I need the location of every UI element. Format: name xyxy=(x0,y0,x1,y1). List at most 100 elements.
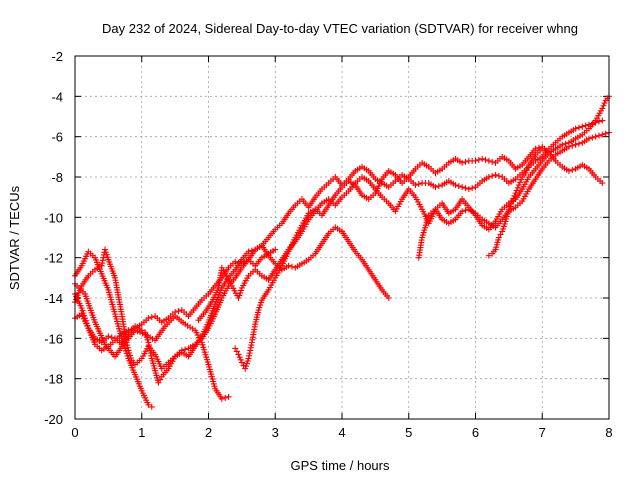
y-axis-label: SDTVAR / TECUs xyxy=(7,185,22,290)
data-point xyxy=(218,264,225,271)
data-point xyxy=(518,176,525,183)
data-point xyxy=(495,172,502,179)
y-tick-label: -20 xyxy=(44,412,63,427)
data-point xyxy=(222,394,229,401)
y-tick-label: -8 xyxy=(51,170,63,185)
data-point xyxy=(575,140,582,147)
data-point xyxy=(462,158,469,165)
data-point xyxy=(559,141,566,148)
data-point xyxy=(148,314,155,321)
data-point xyxy=(146,344,153,351)
data-point xyxy=(232,345,239,352)
data-point xyxy=(465,186,472,193)
data-point xyxy=(585,135,592,142)
data-point xyxy=(145,339,152,346)
y-tick-labels: -20 -18 -16 -14 -12 -10 -8 -6 -4 -2 xyxy=(44,49,63,427)
data-point xyxy=(232,258,239,265)
data-point xyxy=(247,347,254,354)
data-point xyxy=(98,262,105,269)
data-point xyxy=(246,350,253,357)
data-point xyxy=(511,192,518,199)
data-point xyxy=(238,359,245,366)
data-point xyxy=(562,140,569,147)
data-point xyxy=(245,248,252,255)
y-tick-label: -10 xyxy=(44,210,63,225)
data-point xyxy=(459,184,466,191)
data-point xyxy=(247,344,254,351)
data-point xyxy=(479,155,486,162)
data-point xyxy=(492,171,499,178)
x-tick-label: 2 xyxy=(205,425,212,440)
data-point xyxy=(175,308,182,315)
data-point xyxy=(148,403,155,410)
data-point xyxy=(385,295,392,301)
y-tick-label: -14 xyxy=(44,291,63,306)
data-point xyxy=(148,352,155,359)
data-point xyxy=(497,231,504,238)
data-point xyxy=(569,166,576,173)
plot-frame xyxy=(74,55,610,420)
data-point xyxy=(532,145,539,152)
data-point xyxy=(579,123,586,130)
data-point xyxy=(599,180,606,187)
data-point xyxy=(575,124,582,131)
data-point xyxy=(435,183,442,190)
data-point xyxy=(512,190,519,197)
data-point xyxy=(472,157,479,164)
y-tick-label: -2 xyxy=(51,49,63,64)
data-point xyxy=(482,156,489,163)
data-point xyxy=(565,167,572,174)
data-point xyxy=(124,342,131,349)
data-point xyxy=(236,354,243,361)
y-tick-label: -6 xyxy=(51,130,63,145)
data-point xyxy=(595,132,602,139)
data-point xyxy=(505,206,512,213)
grid xyxy=(75,56,609,419)
data-point xyxy=(99,260,106,267)
data-point xyxy=(99,257,106,264)
data-point xyxy=(539,145,546,152)
data-point xyxy=(105,333,112,340)
data-point xyxy=(572,125,579,132)
x-tick-label: 8 xyxy=(605,425,612,440)
chart-title: Day 232 of 2024, Sidereal Day-to-day VTE… xyxy=(102,21,578,36)
data-point xyxy=(272,246,279,253)
series-track-2 xyxy=(72,246,279,354)
data-point xyxy=(485,252,492,259)
data-point xyxy=(572,141,579,148)
data-point xyxy=(138,327,145,334)
data-point xyxy=(485,157,492,164)
data-point xyxy=(535,144,542,151)
data-point xyxy=(147,350,154,357)
data-point xyxy=(415,181,422,188)
data-point xyxy=(288,263,295,270)
data-point xyxy=(459,208,466,215)
x-tick-labels: 0 1 2 3 4 5 6 7 8 xyxy=(71,425,612,440)
y-tick-label: -4 xyxy=(51,89,63,104)
series-track-4 xyxy=(72,224,392,372)
series-track-6 xyxy=(195,93,612,324)
data-point xyxy=(245,355,252,362)
data-point xyxy=(508,200,515,207)
data-point xyxy=(595,118,602,125)
data-point xyxy=(522,169,529,176)
data-point xyxy=(452,182,459,189)
data-point xyxy=(285,262,292,269)
data-point xyxy=(225,393,232,400)
data-point xyxy=(248,342,255,349)
x-tick-label: 1 xyxy=(138,425,145,440)
data-point xyxy=(599,105,606,112)
data-point xyxy=(582,122,589,129)
data-point xyxy=(592,133,599,140)
data-point xyxy=(602,130,609,137)
x-tick-label: 3 xyxy=(272,425,279,440)
series-track-9 xyxy=(485,145,549,259)
data-point xyxy=(475,156,482,163)
data-point xyxy=(182,346,189,353)
data-point xyxy=(495,234,502,241)
data-point xyxy=(220,267,227,274)
data-point xyxy=(235,351,242,358)
x-tick-label: 6 xyxy=(472,425,479,440)
x-tick-label: 7 xyxy=(539,425,546,440)
data-point xyxy=(513,187,520,194)
